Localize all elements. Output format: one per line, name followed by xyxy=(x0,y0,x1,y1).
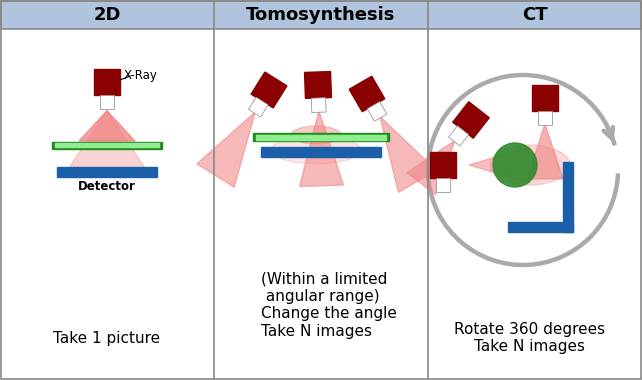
Polygon shape xyxy=(79,111,135,141)
Text: Tomosynthesis: Tomosynthesis xyxy=(247,6,395,24)
Ellipse shape xyxy=(493,143,537,187)
Text: (Within a limited
 angular range)
Change the angle
Take N images: (Within a limited angular range) Change … xyxy=(261,271,397,339)
Polygon shape xyxy=(407,140,455,195)
Polygon shape xyxy=(538,111,552,125)
Bar xyxy=(256,135,386,139)
Polygon shape xyxy=(349,76,385,112)
Polygon shape xyxy=(449,126,469,146)
Polygon shape xyxy=(69,111,145,168)
Bar xyxy=(52,141,162,149)
Text: X-Ray: X-Ray xyxy=(124,70,158,82)
Polygon shape xyxy=(251,72,287,108)
Polygon shape xyxy=(469,147,529,183)
Bar xyxy=(261,147,381,157)
Bar xyxy=(253,133,389,141)
Ellipse shape xyxy=(271,136,361,164)
Polygon shape xyxy=(300,111,343,187)
Polygon shape xyxy=(453,102,489,138)
Bar xyxy=(57,167,157,177)
Polygon shape xyxy=(527,124,563,179)
Polygon shape xyxy=(430,152,456,178)
Text: CT: CT xyxy=(522,6,548,24)
Bar xyxy=(1,1,641,29)
Ellipse shape xyxy=(490,145,570,185)
Bar xyxy=(563,162,573,232)
Text: Take 1 picture: Take 1 picture xyxy=(53,331,160,345)
Polygon shape xyxy=(197,112,256,187)
Bar xyxy=(55,143,159,147)
Polygon shape xyxy=(436,178,450,192)
Polygon shape xyxy=(94,69,120,95)
Text: Detector: Detector xyxy=(78,180,136,193)
Polygon shape xyxy=(100,95,114,109)
Polygon shape xyxy=(367,102,387,121)
Polygon shape xyxy=(532,85,558,111)
Polygon shape xyxy=(311,98,326,112)
Text: Rotate 360 degrees
Take N images: Rotate 360 degrees Take N images xyxy=(455,322,605,354)
Bar xyxy=(508,222,573,232)
Ellipse shape xyxy=(291,126,341,144)
Polygon shape xyxy=(380,116,437,192)
Polygon shape xyxy=(248,97,268,117)
Polygon shape xyxy=(304,71,331,98)
Text: 2D: 2D xyxy=(93,6,121,24)
